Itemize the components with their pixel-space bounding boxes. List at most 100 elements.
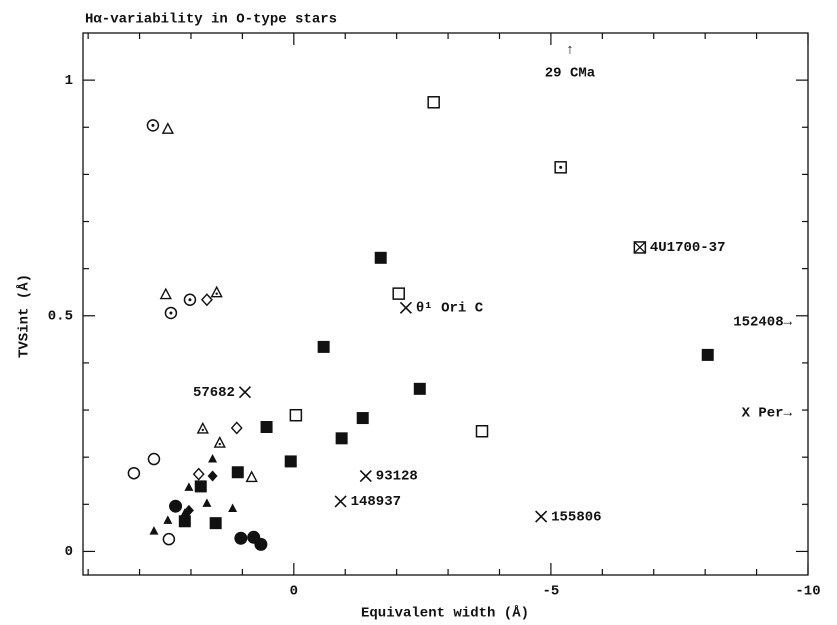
point (334, 495, 347, 508)
point (392, 287, 405, 300)
x-tick-label: -5 (543, 584, 560, 600)
circle (162, 532, 176, 546)
point (238, 386, 252, 399)
point (535, 510, 548, 523)
point-label: θ¹ Ori C (416, 300, 484, 316)
triangle (213, 436, 226, 448)
point (184, 482, 194, 491)
point (208, 454, 218, 463)
point-label: 57682 (193, 385, 235, 401)
x (359, 469, 372, 483)
y-axis-label: TVSint (Å) (16, 274, 33, 358)
dot (151, 123, 155, 127)
y-tick-label: 1 (65, 73, 73, 89)
diamond (200, 293, 213, 307)
triangle (208, 454, 218, 463)
square (413, 382, 426, 395)
square (231, 466, 244, 479)
point (146, 119, 160, 132)
square (317, 340, 330, 353)
point (359, 469, 372, 483)
point (196, 421, 209, 434)
x (238, 386, 252, 399)
point (183, 293, 197, 307)
point (210, 285, 223, 298)
point (163, 515, 173, 524)
point (230, 421, 243, 435)
circle (254, 537, 268, 551)
diamond (207, 470, 218, 482)
point (335, 432, 348, 445)
annotation: 152408→ (733, 315, 792, 331)
point (399, 301, 412, 314)
diamond (192, 467, 205, 481)
point (317, 340, 330, 353)
chart-title: Hα-variability in O-type stars (85, 12, 337, 28)
dot (188, 298, 192, 302)
point (213, 436, 226, 448)
point (194, 480, 207, 493)
square (178, 515, 191, 528)
x (334, 495, 347, 508)
square (392, 287, 405, 300)
point (554, 161, 567, 174)
point (284, 455, 297, 468)
point (207, 470, 218, 482)
triangle (149, 526, 159, 535)
point (413, 382, 426, 395)
point-label: 148937 (351, 494, 401, 510)
x-axis-label: Equivalent width (Å) (361, 605, 529, 622)
annotation: X Per→ (742, 406, 793, 422)
triangle (159, 287, 172, 300)
point (180, 508, 190, 517)
point (169, 499, 183, 513)
point-label: 4U1700-37 (650, 240, 726, 256)
circle (147, 452, 161, 466)
point (254, 537, 268, 551)
point (200, 293, 213, 307)
diamond (183, 504, 194, 516)
triangle (228, 503, 238, 513)
point (164, 306, 178, 320)
x-tick-label: -10 (795, 584, 820, 600)
point (228, 503, 238, 513)
square (194, 480, 207, 493)
point (127, 466, 141, 480)
point (356, 412, 369, 425)
triangle (161, 122, 174, 134)
dot (215, 292, 218, 295)
circle (234, 531, 248, 545)
dot (201, 428, 205, 432)
point (234, 531, 248, 545)
point (202, 498, 212, 507)
point (161, 122, 174, 134)
square (475, 425, 489, 438)
square (356, 412, 369, 425)
point (374, 251, 387, 264)
point (209, 517, 222, 530)
triangle (180, 508, 190, 517)
point-label: 155806 (551, 509, 601, 525)
circle (169, 499, 183, 513)
x (535, 510, 548, 523)
point (475, 425, 489, 438)
square (209, 517, 222, 530)
point (260, 421, 273, 434)
point (245, 470, 258, 483)
point (149, 526, 159, 535)
triangle (184, 482, 194, 491)
dot (169, 311, 173, 315)
point (162, 532, 176, 546)
square (427, 96, 440, 109)
triangle (196, 421, 209, 434)
square (701, 348, 714, 361)
y-tick-label: 0.5 (48, 308, 73, 324)
point (192, 467, 205, 481)
square (335, 432, 348, 445)
dot (559, 165, 563, 169)
x-tick-label: 0 (290, 584, 298, 600)
point (183, 504, 194, 516)
point (178, 515, 191, 528)
annotation: 29 CMa (545, 66, 596, 82)
